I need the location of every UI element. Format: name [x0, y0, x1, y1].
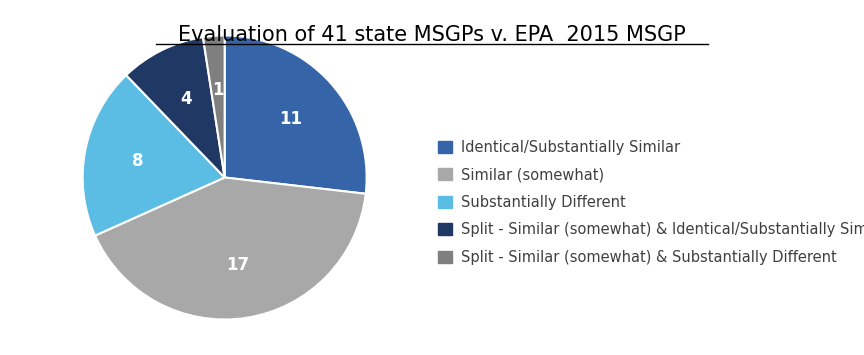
Text: 4: 4 — [180, 89, 192, 108]
Text: Evaluation of 41 state MSGPs v. EPA  2015 MSGP: Evaluation of 41 state MSGPs v. EPA 2015… — [178, 25, 686, 45]
Wedge shape — [83, 75, 225, 236]
Text: 17: 17 — [226, 256, 250, 273]
Text: 11: 11 — [279, 110, 302, 128]
Text: 1: 1 — [213, 81, 224, 99]
Wedge shape — [126, 37, 225, 178]
Wedge shape — [95, 178, 365, 320]
Wedge shape — [225, 36, 366, 194]
Text: 8: 8 — [132, 152, 144, 170]
Wedge shape — [203, 36, 225, 178]
Legend: Identical/Substantially Similar, Similar (somewhat), Substantially Different, Sp: Identical/Substantially Similar, Similar… — [432, 134, 864, 271]
